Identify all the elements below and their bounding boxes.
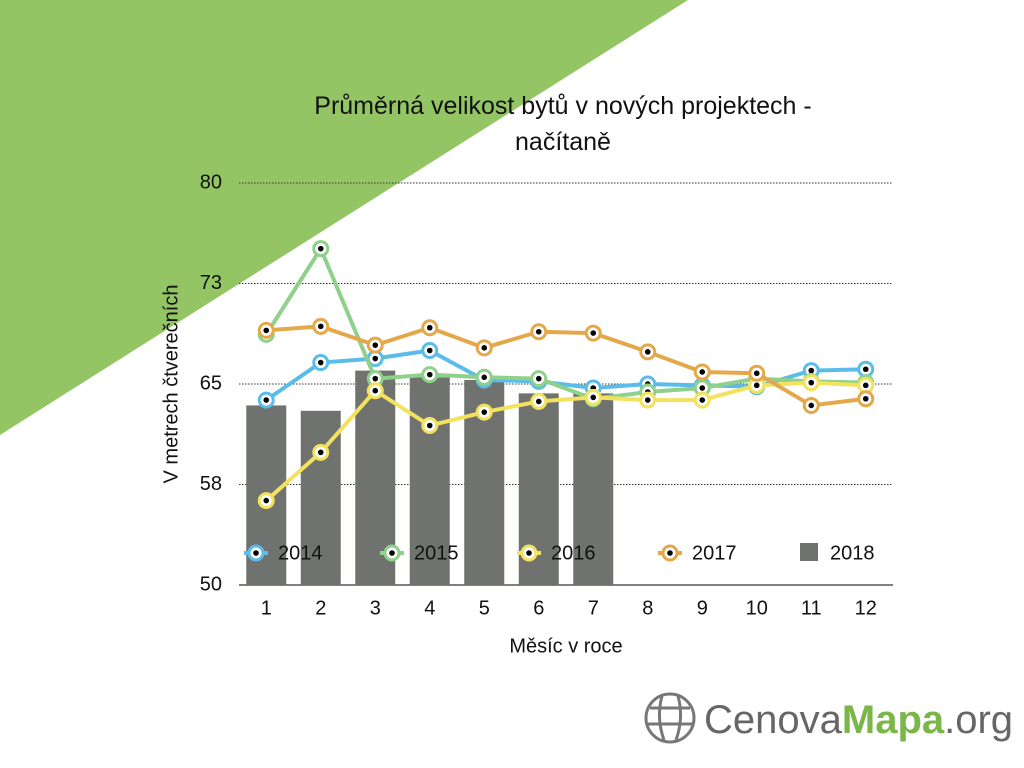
series-line [266, 324, 866, 408]
point-dot [590, 330, 597, 336]
point-dot [317, 245, 324, 252]
logo-globe [644, 692, 696, 744]
lines [257, 240, 875, 510]
legend-dot [526, 550, 532, 556]
point-dot [862, 395, 869, 402]
point-dot [862, 382, 869, 389]
x-tick-label: 9 [697, 597, 708, 619]
point-dot [372, 342, 379, 348]
point-dot [753, 370, 760, 377]
logo-part: Mapa [842, 698, 945, 742]
legend-label: 2014 [278, 542, 323, 564]
point-dot [699, 385, 706, 391]
point-dot [426, 347, 433, 354]
bar [409, 377, 450, 585]
legend-label: 2016 [551, 542, 596, 564]
point-dot [535, 375, 542, 382]
point-dot [644, 349, 651, 355]
x-tick-label: 7 [588, 597, 599, 619]
point-dot [263, 327, 270, 334]
point-dot [317, 359, 324, 366]
x-tick-label: 6 [533, 597, 544, 619]
y-tick-label: 80 [200, 171, 222, 193]
logo-part: Cenova [704, 698, 843, 742]
point-dot [590, 394, 597, 401]
logo-grid [648, 695, 692, 741]
point-dot [317, 449, 324, 456]
point-dot [481, 374, 488, 381]
chart-title: Průměrná velikost bytů v nových projekte… [314, 92, 812, 156]
x-axis-label: Měsíc v roce [509, 635, 622, 657]
x-tick-label: 1 [261, 597, 272, 619]
x-tick-label: 8 [642, 597, 653, 619]
legend: 2014 2015 2016 2017 2018 [244, 542, 875, 564]
legend-dot [389, 550, 395, 556]
point-dot [862, 366, 869, 373]
point-dot [808, 367, 815, 374]
x-tick-label: 11 [801, 597, 822, 619]
point-dot [753, 382, 760, 389]
logo-text: CenovaMapa.org [704, 698, 1013, 742]
x-tick-label: 5 [479, 597, 490, 619]
y-tick-label: 50 [200, 573, 222, 595]
bar [573, 393, 614, 585]
x-tick-label: 3 [370, 597, 381, 619]
point-dot [263, 497, 270, 504]
point-dot [317, 323, 324, 330]
legend-label: 2018 [830, 542, 875, 564]
point-dot [372, 387, 379, 394]
point-dot [699, 397, 706, 403]
legend-dot [667, 550, 673, 556]
legend-swatch [800, 543, 818, 561]
background-triangle [0, 0, 688, 435]
y-axis-label: V metrech čtverečních [160, 285, 182, 484]
legend-label: 2017 [692, 542, 737, 564]
point-dot [263, 397, 270, 403]
legend-label: 2015 [414, 542, 459, 564]
x-tick-label: 10 [746, 597, 768, 619]
logo-part: .org [944, 698, 1013, 742]
point-dot [426, 324, 433, 331]
point-dot [372, 375, 379, 382]
point-dot [535, 328, 542, 335]
x-tick-label: 4 [424, 597, 435, 619]
y-tick-label: 58 [200, 473, 222, 495]
point-dot [426, 371, 433, 378]
logo: CenovaMapa.org [644, 692, 1013, 744]
point-dot [699, 369, 706, 375]
point-dot [535, 398, 542, 405]
y-tick-label: 73 [200, 272, 222, 294]
point-dot [426, 422, 433, 429]
x-tick-label: 12 [855, 597, 877, 619]
point-dot [808, 379, 815, 386]
point-dot [481, 345, 488, 351]
point-dot [481, 409, 488, 415]
legend-dot [253, 550, 259, 556]
y-tick-label: 65 [200, 372, 222, 394]
point-dot [372, 355, 379, 362]
point-dot [644, 397, 651, 403]
series-line [264, 380, 866, 503]
x-tick-label: 2 [315, 597, 326, 619]
point-dot [808, 402, 815, 409]
